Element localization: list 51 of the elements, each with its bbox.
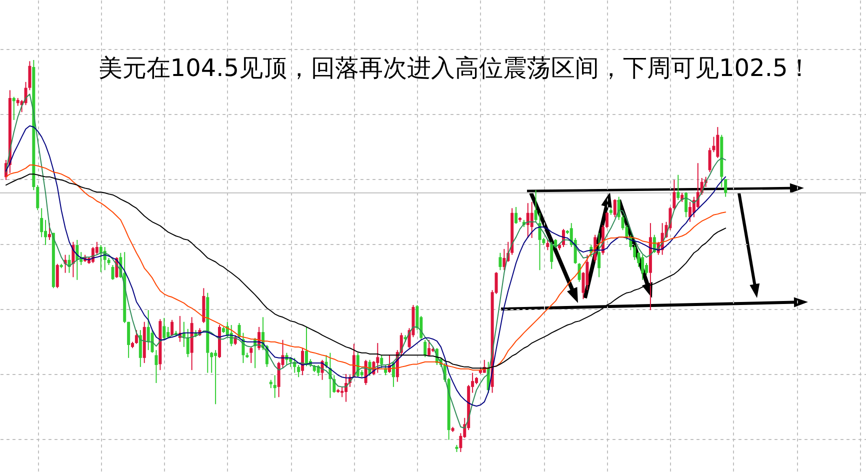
candlestick — [316, 364, 320, 376]
candlestick — [498, 252, 502, 271]
candlestick — [250, 346, 253, 364]
candlestick — [380, 354, 384, 369]
candlestick — [297, 364, 300, 378]
candlestick — [672, 179, 676, 211]
candlestick — [716, 126, 720, 158]
candlestick — [578, 262, 581, 282]
candlestick — [684, 192, 688, 218]
candlestick — [170, 319, 174, 336]
candlestick — [376, 342, 380, 374]
candlestick — [234, 334, 237, 346]
chart-title: 美元在104.5见顶，回落再次进入高位震荡区间，下周可见102.5！ — [98, 54, 812, 82]
candlestick — [340, 386, 344, 398]
candlestick — [214, 350, 218, 405]
candlestick — [56, 263, 59, 289]
candlestick — [111, 264, 114, 280]
candlestick — [550, 241, 554, 270]
candlestick — [138, 330, 142, 368]
candlestick — [526, 202, 530, 238]
candlestick — [546, 239, 550, 251]
candlestick — [273, 374, 276, 398]
candlestick — [146, 310, 150, 351]
candlestick — [134, 330, 138, 344]
candlestick — [514, 206, 518, 224]
candlestick — [12, 96, 16, 120]
candlestick — [44, 219, 48, 246]
candlestick — [724, 178, 728, 198]
candlestick — [428, 339, 431, 356]
candlestick — [605, 212, 608, 229]
candlestick — [633, 244, 636, 260]
candlestick — [40, 208, 44, 238]
candlestick — [48, 222, 51, 240]
candlestick — [676, 174, 680, 200]
candlestick — [127, 321, 130, 358]
candlestick — [99, 244, 102, 273]
candlestick — [613, 198, 616, 218]
candlestick — [162, 317, 166, 340]
candlestick — [424, 339, 427, 358]
candlestick — [36, 184, 40, 211]
candlestick — [641, 254, 644, 280]
candlestick — [530, 201, 534, 238]
candlestick — [598, 232, 601, 278]
candlestick — [586, 254, 589, 291]
candlestick — [210, 352, 214, 374]
candlestick — [301, 348, 304, 376]
candlestick — [688, 201, 692, 222]
candlestick — [534, 190, 538, 222]
candlestick — [186, 328, 190, 358]
candlestick — [502, 248, 506, 271]
candlestick — [166, 326, 170, 338]
